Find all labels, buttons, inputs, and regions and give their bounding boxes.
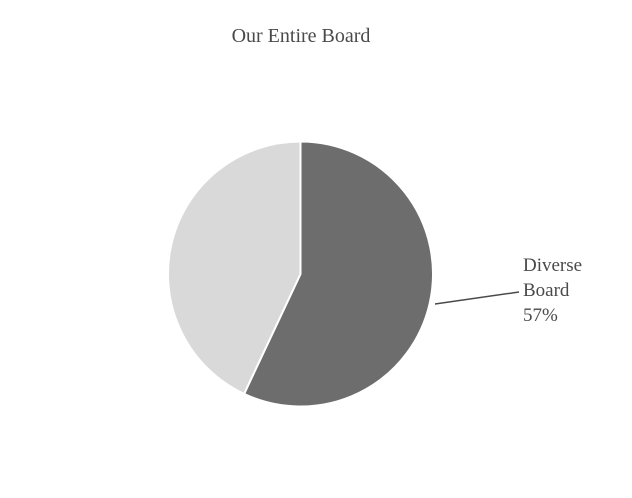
data-label-line-3: 57% [523,305,558,326]
chart-title: Our Entire Board [231,25,371,47]
pie-data-label: Diverse Board 57% [523,253,582,328]
pie-slice-unlabeled [166,140,302,395]
data-label-line-1: Diverse [523,255,583,276]
data-label-line-2: Board [523,280,570,301]
pie-slice-diverse-board [243,140,434,408]
pie-slices [166,140,434,408]
label-leader-line [434,291,520,305]
